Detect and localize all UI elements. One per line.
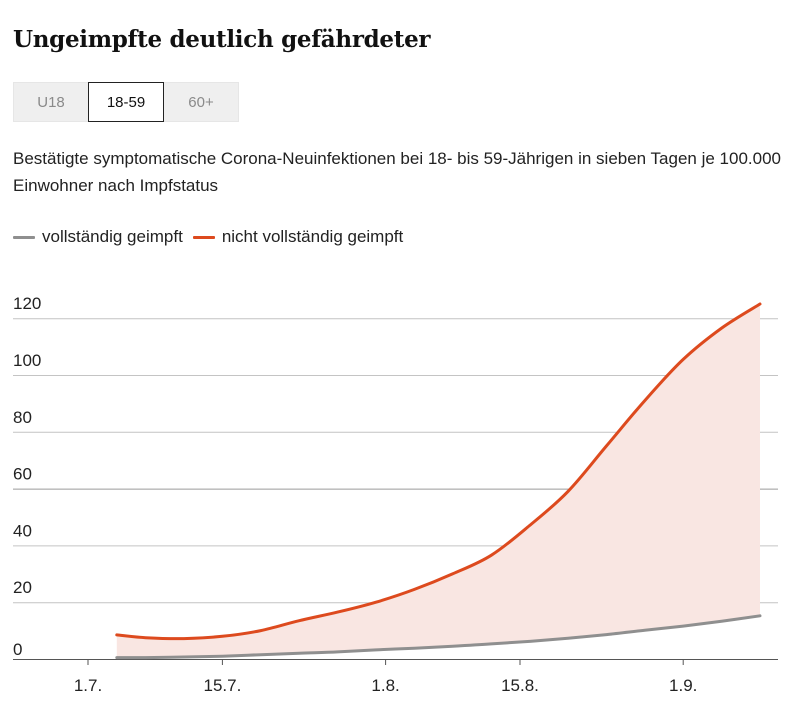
legend-label-unvaccinated: nicht vollständig geimpft	[221, 227, 404, 246]
tab-18-59[interactable]: 18-59	[88, 82, 164, 122]
x-tick-label-1.8.: 1.8.	[371, 676, 399, 695]
area-between-series	[116, 304, 761, 658]
series-line-unvaccinated	[115, 302, 762, 641]
y-tick-label-100: 100	[13, 351, 41, 370]
series-line-vaccinated	[115, 614, 762, 660]
legend-item-vaccinated: vollständig geimpft	[13, 227, 183, 247]
x-tick-label-1.9.: 1.9.	[669, 676, 697, 695]
legend-label-vaccinated: vollständig geimpft	[42, 227, 183, 246]
x-tick-label-15.8.: 15.8.	[501, 676, 539, 695]
x-tick-label-1.7.: 1.7.	[74, 676, 102, 695]
y-tick-label-120: 120	[13, 294, 41, 313]
y-tick-label-80: 80	[13, 408, 32, 427]
chart-subtitle: Bestätigte symptomatische Corona-Neuinfe…	[13, 149, 781, 195]
y-tick-label-20: 20	[13, 578, 32, 597]
tab-u18[interactable]: U18	[13, 82, 89, 122]
age-group-tabs: U18 18-59 60+	[13, 82, 239, 122]
legend-swatch-vaccinated	[13, 235, 35, 239]
legend-swatch-unvaccinated	[192, 235, 215, 239]
y-tick-label-0: 0	[13, 640, 22, 659]
y-tick-label-60: 60	[13, 465, 32, 484]
x-tick-label-15.7.: 15.7.	[203, 676, 241, 695]
legend: vollständig geimpft nicht vollständig ge…	[13, 227, 413, 247]
tab-60-plus[interactable]: 60+	[163, 82, 239, 122]
y-tick-label-40: 40	[13, 521, 32, 540]
legend-item-unvaccinated: nicht vollständig geimpft	[192, 227, 404, 247]
chart-title: Ungeimpfte deutlich gefährdeter	[13, 26, 431, 53]
